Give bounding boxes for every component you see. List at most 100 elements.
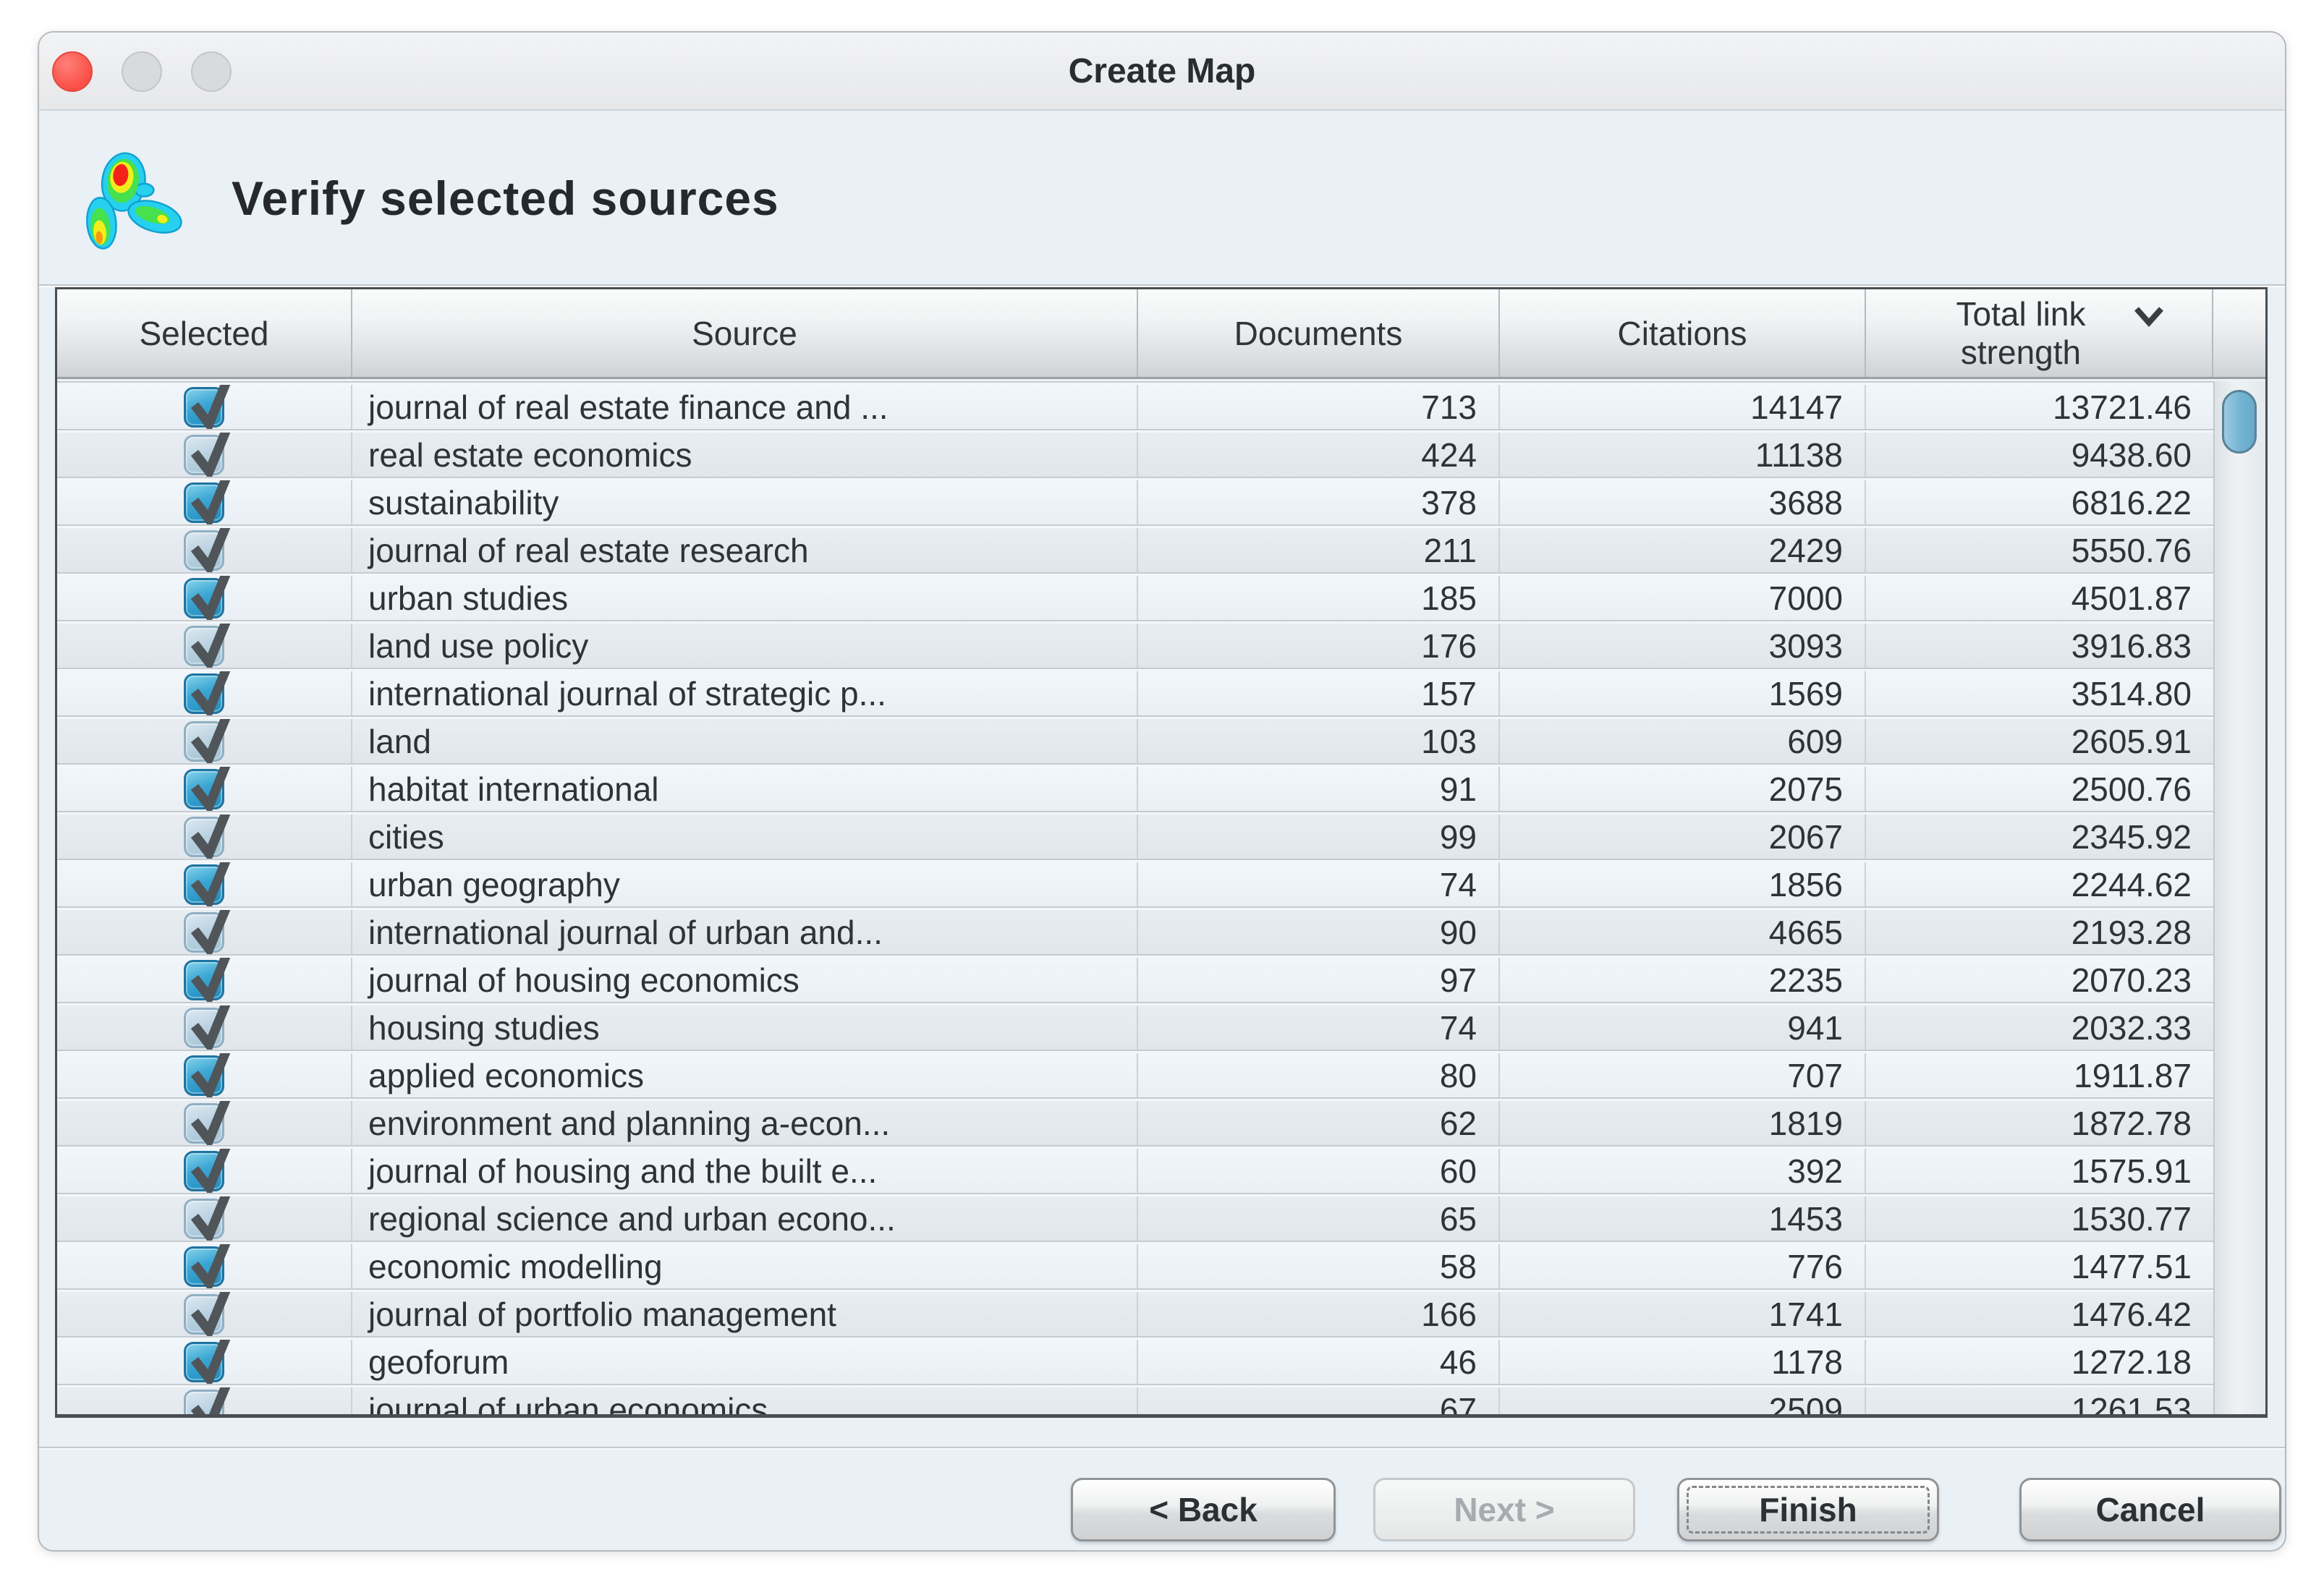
row-checkbox[interactable] [184, 1005, 231, 1050]
row-documents: 103 [1138, 719, 1500, 763]
row-source: cities [352, 815, 1138, 859]
table-row[interactable]: regional science and urban econo... 65 1… [57, 1193, 2265, 1241]
row-total-link-strength: 3916.83 [2071, 626, 2192, 665]
row-source: journal of real estate finance and ... [352, 385, 1138, 429]
row-source: economic modelling [352, 1244, 1138, 1288]
table-row[interactable]: land 103 609 2605.91 [57, 715, 2265, 763]
row-documents: 60 [1138, 1149, 1500, 1193]
row-citations: 2509 [1500, 1387, 1866, 1414]
table-row[interactable]: urban geography 74 1856 2244.62 [57, 859, 2265, 906]
close-button[interactable] [52, 51, 93, 92]
column-header-documents[interactable]: Documents [1138, 289, 1500, 377]
row-checkbox[interactable] [184, 624, 231, 668]
row-checkbox[interactable] [184, 958, 231, 1002]
row-documents: 176 [1138, 624, 1500, 668]
row-checkbox[interactable] [184, 1101, 231, 1145]
table-row[interactable]: international journal of strategic p... … [57, 668, 2265, 715]
row-checkbox[interactable] [184, 815, 231, 859]
row-checkbox[interactable] [184, 433, 231, 477]
finish-button[interactable]: Finish [1677, 1478, 1939, 1541]
column-header-source[interactable]: Source [352, 289, 1138, 377]
table-row[interactable]: journal of real estate research 211 2429… [57, 524, 2265, 572]
row-citations: 3688 [1500, 480, 1866, 524]
row-checkbox[interactable] [184, 910, 231, 954]
scrollbar-thumb[interactable] [2222, 390, 2257, 454]
minimize-button[interactable] [122, 51, 162, 92]
row-checkbox[interactable] [184, 1149, 231, 1193]
table-row[interactable]: urban studies 185 7000 4501.87 [57, 572, 2265, 620]
vertical-scrollbar[interactable] [2213, 381, 2265, 1414]
table-row[interactable]: habitat international 91 2075 2500.76 [57, 763, 2265, 811]
row-total-link-strength: 2605.91 [2071, 722, 2192, 760]
create-map-window: Create Map Verify selected sources Selec… [38, 31, 2286, 1552]
row-checkbox[interactable] [184, 1053, 231, 1097]
row-checkbox[interactable] [184, 1340, 231, 1384]
row-documents: 713 [1138, 385, 1500, 429]
row-citations: 4665 [1500, 910, 1866, 954]
row-checkbox[interactable] [184, 1292, 231, 1336]
row-checkbox[interactable] [184, 862, 231, 906]
row-documents: 90 [1138, 910, 1500, 954]
table-row[interactable]: cities 99 2067 2345.92 [57, 811, 2265, 859]
header-divider [39, 284, 2285, 286]
row-citations: 2235 [1500, 958, 1866, 1002]
row-source: journal of portfolio management [352, 1292, 1138, 1336]
column-header-selected[interactable]: Selected [57, 289, 352, 377]
row-source: housing studies [352, 1005, 1138, 1050]
row-documents: 74 [1138, 1005, 1500, 1050]
row-total-link-strength: 9438.60 [2071, 435, 2192, 474]
table-row[interactable]: journal of portfolio management 166 1741… [57, 1288, 2265, 1336]
table-row[interactable]: journal of real estate finance and ... 7… [57, 381, 2265, 429]
row-total-link-strength: 6816.22 [2071, 483, 2192, 522]
row-citations: 2429 [1500, 528, 1866, 572]
table-row[interactable]: economic modelling 58 776 1477.51 [57, 1241, 2265, 1288]
row-checkbox[interactable] [184, 528, 231, 572]
row-checkbox[interactable] [184, 719, 231, 763]
row-checkbox[interactable] [184, 576, 231, 620]
row-source: journal of real estate research [352, 528, 1138, 572]
row-citations: 1453 [1500, 1196, 1866, 1241]
row-source: real estate economics [352, 433, 1138, 477]
row-citations: 707 [1500, 1053, 1866, 1097]
row-source: journal of urban economics [352, 1387, 1138, 1414]
row-checkbox[interactable] [184, 1244, 231, 1288]
table-row[interactable]: journal of urban economics 67 2509 1261.… [57, 1384, 2265, 1414]
table-header-row: Selected Source Documents Citations Tota… [57, 289, 2265, 379]
row-source: urban geography [352, 862, 1138, 906]
row-checkbox[interactable] [184, 767, 231, 811]
row-total-link-strength: 4501.87 [2071, 579, 2192, 617]
row-total-link-strength: 13721.46 [2053, 388, 2192, 426]
table-row[interactable]: journal of housing economics 97 2235 207… [57, 954, 2265, 1002]
column-header-total-link-strength[interactable]: Total link strength [1866, 289, 2213, 377]
back-button[interactable]: < Back [1071, 1478, 1336, 1541]
cancel-button[interactable]: Cancel [2019, 1478, 2281, 1541]
row-checkbox[interactable] [184, 1387, 231, 1414]
row-source: journal of housing and the built e... [352, 1149, 1138, 1193]
row-source: journal of housing economics [352, 958, 1138, 1002]
row-checkbox[interactable] [184, 385, 231, 429]
row-citations: 1741 [1500, 1292, 1866, 1336]
table-row[interactable]: geoforum 46 1178 1272.18 [57, 1336, 2265, 1384]
column-header-citations[interactable]: Citations [1500, 289, 1866, 377]
row-citations: 1819 [1500, 1101, 1866, 1145]
table-row[interactable]: journal of housing and the built e... 60… [57, 1145, 2265, 1193]
row-total-link-strength: 2070.23 [2071, 961, 2192, 999]
table-row[interactable]: real estate economics 424 11138 9438.60 [57, 429, 2265, 477]
row-citations: 1569 [1500, 671, 1866, 715]
table-row[interactable]: land use policy 176 3093 3916.83 [57, 620, 2265, 668]
row-checkbox[interactable] [184, 671, 231, 715]
row-source: environment and planning a-econ... [352, 1101, 1138, 1145]
table-row[interactable]: environment and planning a-econ... 62 18… [57, 1097, 2265, 1145]
row-documents: 46 [1138, 1340, 1500, 1384]
table-row[interactable]: applied economics 80 707 1911.87 [57, 1050, 2265, 1097]
row-total-link-strength: 1477.51 [2071, 1247, 2192, 1285]
row-checkbox[interactable] [184, 1196, 231, 1241]
row-checkbox[interactable] [184, 480, 231, 524]
zoom-button[interactable] [191, 51, 232, 92]
table-row[interactable]: sustainability 378 3688 6816.22 [57, 477, 2265, 524]
table-row[interactable]: housing studies 74 941 2032.33 [57, 1002, 2265, 1050]
row-total-link-strength: 2032.33 [2071, 1008, 2192, 1047]
column-label: Source [692, 314, 797, 352]
table-row[interactable]: international journal of urban and... 90… [57, 906, 2265, 954]
row-total-link-strength: 1272.18 [2071, 1343, 2192, 1381]
